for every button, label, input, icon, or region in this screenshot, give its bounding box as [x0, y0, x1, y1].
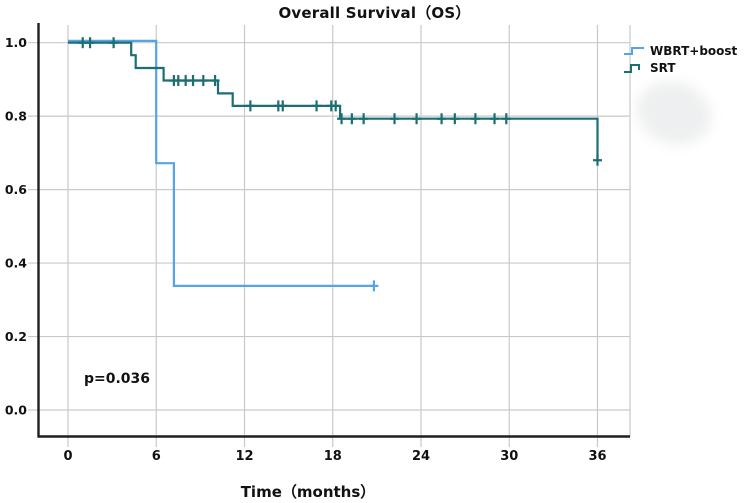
x-tick-label: 6: [152, 449, 161, 464]
x-axis-title: Time（months）: [240, 483, 376, 501]
x-tick-label: 30: [500, 449, 518, 464]
x-tick-label: 0: [63, 449, 72, 464]
y-tick-label: 1.0: [5, 35, 27, 50]
legend-label: SRT: [650, 61, 676, 75]
chart-legend: WBRT+boost SRT: [622, 43, 737, 76]
x-tick-label: 18: [324, 449, 342, 464]
chart-title: Overall Survival（OS）: [278, 4, 471, 22]
y-tick-label: 0.8: [5, 109, 27, 124]
step-line-icon: [624, 64, 640, 73]
x-tick-label: 12: [235, 449, 253, 464]
x-tick-label: 24: [412, 449, 430, 464]
y-tick-label: 0.4: [5, 256, 27, 271]
y-tick-label: 0.0: [5, 403, 27, 418]
legend-label: WBRT+boost: [650, 44, 738, 58]
y-tick-label: 0.6: [5, 182, 27, 197]
p-value-annotation: p=0.036: [84, 371, 151, 387]
km-curve-wbrt-boost: [68, 39, 374, 287]
legend-item-srt: SRT: [622, 60, 737, 76]
legend-item-wbrt-boost: WBRT+boost: [622, 43, 737, 59]
y-tick-label: 0.2: [5, 329, 27, 344]
step-line-icon: [624, 47, 644, 55]
x-tick-label: 36: [588, 449, 606, 464]
